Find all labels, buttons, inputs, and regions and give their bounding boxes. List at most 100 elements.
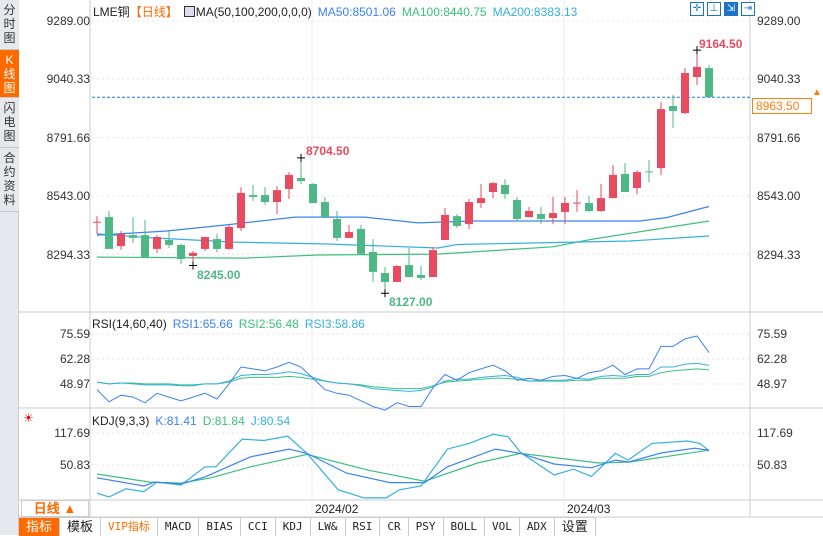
range-icon[interactable]: ⊥ <box>707 2 721 16</box>
settings-sun-icon[interactable]: ☀ <box>23 411 34 425</box>
kdj-label: KDJ(9,3,3) <box>92 414 150 428</box>
low-annotation: 8127.00 <box>389 295 433 309</box>
candle-body <box>417 274 425 278</box>
price-tick-right: 8543.00 <box>757 189 801 203</box>
kdj-tick-right: 117.69 <box>757 426 793 440</box>
high-annotation: 9164.50 <box>699 37 743 51</box>
kdj-tick-left: 50.83 <box>59 458 90 472</box>
candle-body <box>465 202 473 225</box>
candle-body <box>165 240 173 245</box>
low-annotation: 8245.00 <box>197 268 241 282</box>
tab-cr[interactable]: CR <box>380 518 409 536</box>
low-marker <box>381 289 389 298</box>
kdj-d-line <box>96 449 710 484</box>
candle-body <box>381 273 389 282</box>
candle-body <box>453 216 461 226</box>
candle-body <box>153 236 161 249</box>
candle-body <box>633 172 641 189</box>
candle-body <box>585 203 593 211</box>
tab-vol[interactable]: VOL <box>485 518 520 536</box>
sidebar-tab-contract-info[interactable]: 合约资料 <box>0 148 19 212</box>
crosshair-icon[interactable]: ✛ <box>690 2 704 16</box>
candle-body <box>129 235 137 238</box>
price-tick-left: 8543.00 <box>46 189 90 203</box>
price-tick-right: 9040.33 <box>757 72 801 86</box>
candle-body <box>489 183 497 193</box>
tab-bias[interactable]: BIAS <box>199 518 241 536</box>
candle-body <box>477 198 485 204</box>
candle-body <box>249 195 257 197</box>
tab-settings[interactable]: 设置 <box>554 518 596 536</box>
sidebar-tab-flash[interactable]: 闪电图 <box>0 98 19 148</box>
rsi1-value: RSI1:65.66 <box>172 317 233 331</box>
ma200-value: MA200:8383.13 <box>492 5 578 19</box>
kdj-j-line <box>96 433 710 499</box>
tab-cci[interactable]: CCI <box>240 518 276 536</box>
tab-kdj[interactable]: KDJ <box>275 518 311 536</box>
low-marker <box>189 261 197 270</box>
tab-boll[interactable]: BOLL <box>443 518 486 536</box>
ma100-value: MA100:8440.75 <box>401 5 487 19</box>
ma100-line <box>96 220 710 259</box>
ma-indicator-icon[interactable] <box>183 6 195 17</box>
move-icon[interactable]: ⇲ <box>724 2 738 16</box>
candle-body <box>321 202 329 218</box>
candle-body <box>609 174 617 199</box>
candle-body <box>213 239 221 249</box>
kdj-legend: KDJ(9,3,3) K:81.41 D:81.84 J:80.54 <box>92 414 296 428</box>
candle-body <box>681 73 689 114</box>
tab-macd[interactable]: MACD <box>157 518 200 536</box>
sidebar-tab-kline[interactable]: K线图 <box>0 50 19 98</box>
rsi-tick-left: 48.97 <box>59 377 90 391</box>
candle-body <box>333 218 341 238</box>
high-marker <box>693 46 701 55</box>
price-tick-left: 9289.00 <box>46 14 90 28</box>
candle-body <box>597 198 605 211</box>
last-price-label: 8963.50 <box>752 98 812 114</box>
tab-lw[interactable]: LW& <box>310 518 346 536</box>
candle-body <box>189 252 197 256</box>
tab-templates[interactable]: 模板 <box>60 518 102 536</box>
candle-body <box>561 203 569 212</box>
candle-body <box>669 106 677 111</box>
candle-body <box>93 221 101 223</box>
candle-body <box>273 190 281 203</box>
candle-body <box>225 226 233 249</box>
price-tick-left: 9040.33 <box>46 72 90 86</box>
candle-body <box>141 235 149 259</box>
tab-adx[interactable]: ADX <box>519 518 555 536</box>
candle-body <box>357 229 365 254</box>
tab-vip-indicators[interactable]: VIP指标 <box>101 518 158 536</box>
candle-body <box>309 184 317 204</box>
candle-body <box>621 173 629 193</box>
kdj-tick-right: 50.83 <box>757 458 788 472</box>
rsi-tick-right: 62.28 <box>757 352 788 366</box>
exit-icon[interactable]: ⇥ <box>741 2 755 16</box>
tab-rsi[interactable]: RSI <box>345 518 381 536</box>
candle-body <box>513 199 521 219</box>
symbol-label: LME铜 <box>93 5 130 19</box>
high-annotation: 8704.50 <box>306 144 350 158</box>
candle-body <box>501 184 509 195</box>
scroll-up-arrow-icon[interactable]: ▲ <box>812 87 822 98</box>
candle-body <box>393 266 401 282</box>
candle-body <box>201 236 209 249</box>
candle-body <box>117 233 125 247</box>
period-selector[interactable]: 日线 ▲ <box>21 500 89 517</box>
price-tick-left: 8791.66 <box>46 131 90 145</box>
tab-psy[interactable]: PSY <box>408 518 444 536</box>
tab-indicators[interactable]: 指标 <box>19 518 61 536</box>
candle-body <box>693 66 701 77</box>
rsi-tick-left: 62.28 <box>59 352 90 366</box>
rsi-tick-right: 48.97 <box>757 377 788 391</box>
candle-body <box>705 68 713 98</box>
candle-body <box>573 202 581 204</box>
price-tick-right: 9289.00 <box>757 14 801 28</box>
x-axis-label: 2024/03 <box>567 502 611 516</box>
kdj-k-line <box>96 447 710 487</box>
main-legend: LME铜【日线】 MA(50,100,200,0,0,0) MA50:8501.06… <box>93 3 583 20</box>
rsi-legend: RSI(14,60,40) RSI1:65.66 RSI2:56.48 RSI3:58… <box>92 317 371 331</box>
sidebar-tab-timeshare[interactable]: 分时图 <box>0 0 19 50</box>
ma50-line <box>96 205 710 236</box>
